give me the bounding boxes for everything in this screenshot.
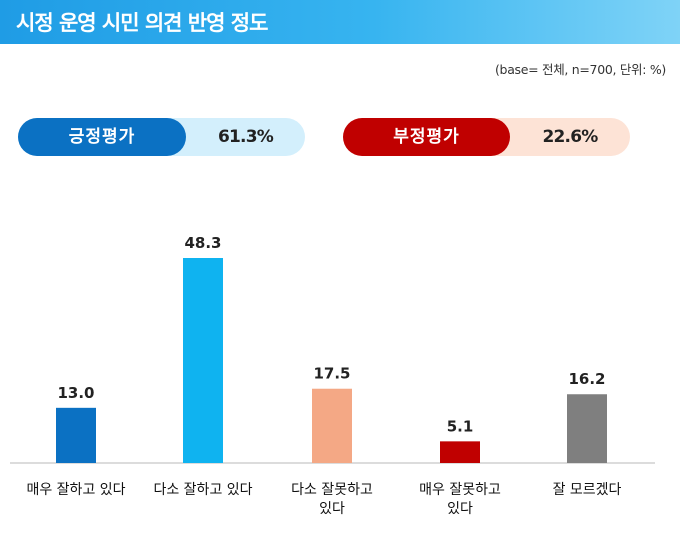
bar-value-label: 5.1	[447, 417, 474, 435]
category-label: 다소 잘못하고	[291, 482, 373, 498]
category-label: 있다	[319, 501, 345, 517]
positive-summary-value: 61.3%	[218, 127, 274, 147]
bar	[183, 258, 223, 463]
bar-value-label: 48.3	[184, 234, 221, 252]
negative-summary-pill: 부정평가 22.6%	[343, 118, 630, 156]
negative-summary-value: 22.6%	[542, 127, 599, 147]
category-label: 매우 잘못하고	[419, 482, 501, 498]
category-label: 매우 잘하고 있다	[26, 482, 125, 498]
category-label: 있다	[447, 501, 473, 517]
positive-summary-label: 긍정평가	[18, 118, 186, 156]
bar	[312, 388, 352, 463]
bar-value-label: 13.0	[57, 384, 94, 402]
bar	[56, 407, 96, 463]
category-label: 잘 모르겠다	[553, 482, 622, 498]
title-bar: 시정 운영 시민 의견 반영 정도	[0, 0, 680, 44]
base-note: (base= 전체, n=700, 단위: %)	[494, 62, 666, 77]
bar-value-label: 16.2	[568, 370, 605, 388]
negative-summary-label: 부정평가	[343, 118, 510, 156]
page-title: 시정 운영 시민 의견 반영 정도	[16, 11, 268, 35]
bar	[567, 394, 607, 463]
category-label: 다소 잘하고 있다	[153, 482, 252, 498]
bar	[440, 441, 480, 463]
bar-value-label: 17.5	[313, 365, 350, 383]
positive-summary-pill: 긍정평가 61.3%	[18, 118, 305, 156]
